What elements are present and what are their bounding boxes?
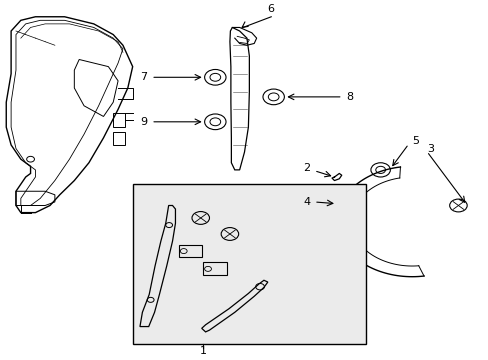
Text: 2: 2: [303, 163, 309, 173]
Text: 9: 9: [140, 117, 147, 127]
Bar: [113, 113, 125, 127]
Text: 8: 8: [346, 92, 353, 102]
Text: 7: 7: [140, 72, 147, 82]
Text: 1: 1: [199, 346, 206, 356]
Bar: [132, 184, 366, 345]
Bar: [113, 132, 125, 145]
Text: 6: 6: [267, 4, 274, 14]
Text: 3: 3: [426, 144, 433, 153]
Text: 5: 5: [411, 136, 418, 147]
Bar: [203, 262, 226, 275]
Bar: [179, 245, 202, 257]
Text: 4: 4: [303, 197, 309, 207]
